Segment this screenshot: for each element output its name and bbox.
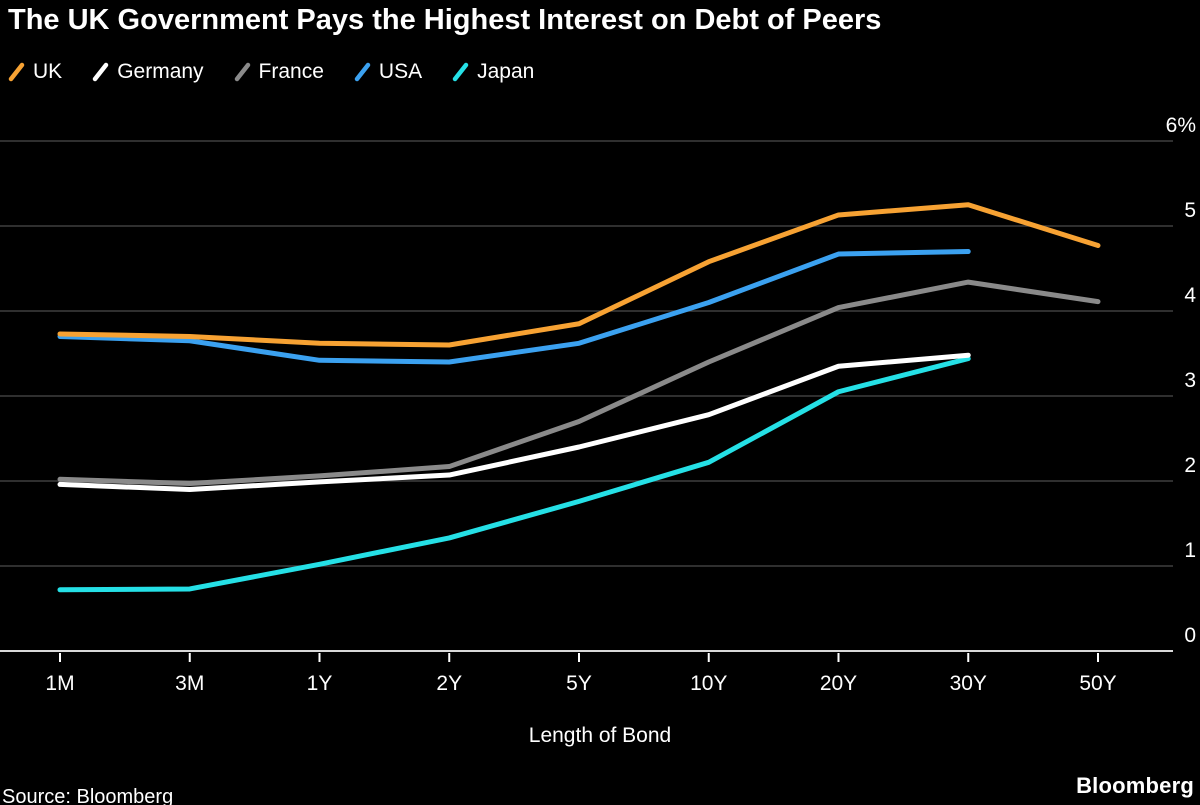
x-axis-label: 30Y — [950, 672, 987, 695]
series-line-germany — [57, 352, 971, 492]
legend-item-france: France — [234, 60, 324, 84]
y-axis-label: 5 — [1184, 199, 1196, 222]
legend-slash-icon — [8, 62, 25, 82]
x-axis-label: 20Y — [820, 672, 857, 695]
series-line-japan — [57, 356, 971, 593]
legend-label: USA — [378, 60, 423, 83]
series-line-france — [57, 279, 1101, 487]
y-axis-label: 3 — [1184, 369, 1196, 392]
legend-label: France — [258, 60, 324, 83]
x-axis-label: 2Y — [436, 672, 462, 695]
legend-label: Japan — [477, 60, 535, 83]
legend-slash-icon — [234, 62, 250, 82]
x-axis-label: 50Y — [1079, 672, 1116, 695]
legend-item-germany: Germany — [92, 60, 204, 84]
legend-slash-icon — [452, 62, 469, 82]
x-axis-label: 1M — [45, 672, 74, 695]
legend-slash-icon — [92, 62, 109, 82]
legend-label: UK — [33, 60, 63, 83]
legend: UK Germany France USA Japan — [8, 60, 534, 84]
legend-slash-icon — [354, 62, 371, 82]
x-axis-label: 10Y — [690, 672, 727, 695]
source-note: Source: Bloomberg — [2, 786, 174, 805]
x-axis-label: 3M — [175, 672, 204, 695]
y-axis-label: 2 — [1184, 454, 1196, 477]
brand-logo: Bloomberg — [1076, 773, 1194, 798]
y-axis-label: 1 — [1184, 539, 1196, 562]
series-line-usa — [57, 249, 971, 365]
chart-title: The UK Government Pays the Highest Inter… — [8, 4, 882, 36]
y-axis-label: 4 — [1184, 284, 1196, 307]
series-line-uk — [57, 202, 1101, 348]
legend-item-usa: USA — [354, 60, 422, 84]
y-axis-label: 0 — [1184, 624, 1196, 647]
x-axis-label: 5Y — [566, 672, 592, 695]
legend-item-uk: UK — [8, 60, 62, 84]
y-axis-label: 6% — [1166, 114, 1196, 137]
legend-label: Germany — [117, 60, 204, 83]
legend-item-japan: Japan — [452, 60, 534, 84]
x-axis-title: Length of Bond — [529, 724, 671, 747]
x-axis-label: 1Y — [307, 672, 333, 695]
